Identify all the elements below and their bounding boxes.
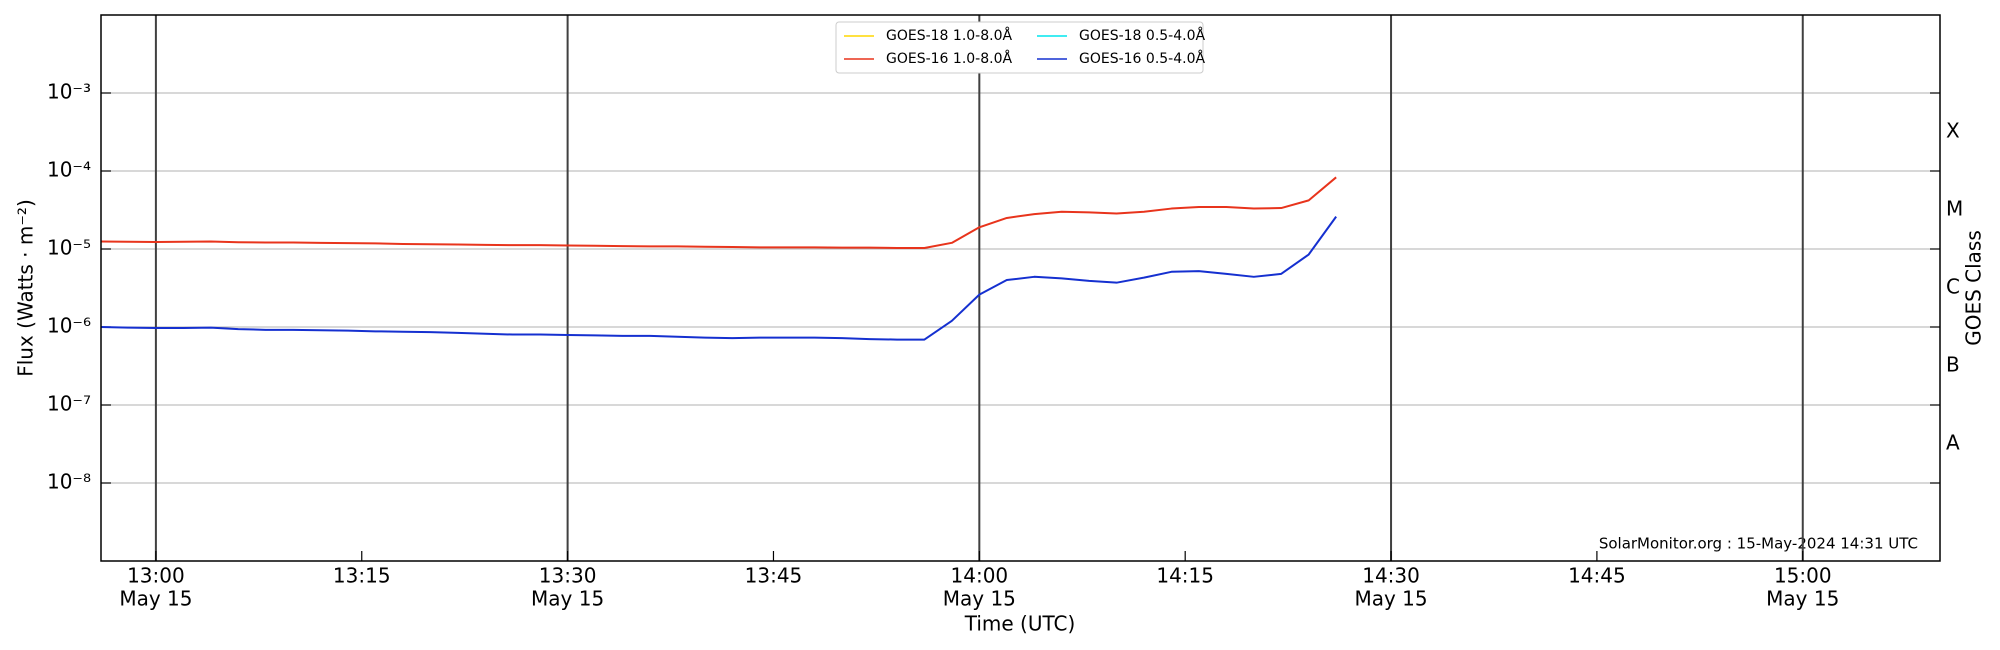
y-tick-label: 10⁻⁴ xyxy=(47,158,91,182)
plot-frame xyxy=(100,14,1941,562)
x-tick-label: May 15 xyxy=(119,587,192,611)
x-tick-label: 14:45 xyxy=(1568,564,1626,588)
y-tick-label: 10⁻³ xyxy=(47,80,91,104)
annotation: SolarMonitor.org : 15-May-2024 14:31 UTC xyxy=(1599,535,1918,553)
y2-tick-label: C xyxy=(1946,275,1960,299)
legend-label: GOES-16 0.5-4.0Å xyxy=(1079,50,1205,67)
y-tick-label: 10⁻⁶ xyxy=(47,314,91,338)
x-tick-label: 14:00 xyxy=(951,564,1009,588)
x-tick-label: May 15 xyxy=(943,587,1016,611)
x-tick-label: 14:30 xyxy=(1362,564,1420,588)
y-tick-label: 10⁻⁸ xyxy=(47,470,91,494)
legend-label: GOES-16 1.0-8.0Å xyxy=(886,50,1012,67)
x-tick-label: 13:45 xyxy=(745,564,803,588)
legend-label: GOES-18 0.5-4.0Å xyxy=(1079,27,1205,44)
x-tick-label: 14:15 xyxy=(1156,564,1214,588)
y2-tick-label: M xyxy=(1946,197,1963,221)
x-tick-label: May 15 xyxy=(1354,587,1427,611)
y2-tick-label: B xyxy=(1946,353,1960,377)
y-tick-label: 10⁻⁷ xyxy=(47,392,91,416)
y2-tick-label: A xyxy=(1946,431,1960,455)
x-tick-label: May 15 xyxy=(1766,587,1839,611)
y-axis-label: Flux (Watts · m⁻²) xyxy=(14,199,38,377)
y-tick-label: 10⁻⁵ xyxy=(47,236,91,260)
series-line xyxy=(100,216,1337,341)
x-tick-label: 13:15 xyxy=(333,564,391,588)
x-tick-label: May 15 xyxy=(531,587,604,611)
series-line xyxy=(100,176,1337,249)
y2-tick-label: X xyxy=(1946,119,1960,143)
legend-box xyxy=(835,21,1204,74)
y2-axis-label: GOES Class xyxy=(1962,230,1986,346)
x-tick-label: 15:00 xyxy=(1774,564,1832,588)
x-axis-label: Time (UTC) xyxy=(964,612,1076,636)
x-tick-label: 13:00 xyxy=(127,564,185,588)
legend-label: GOES-18 1.0-8.0Å xyxy=(886,27,1012,44)
x-tick-label: 13:30 xyxy=(539,564,597,588)
